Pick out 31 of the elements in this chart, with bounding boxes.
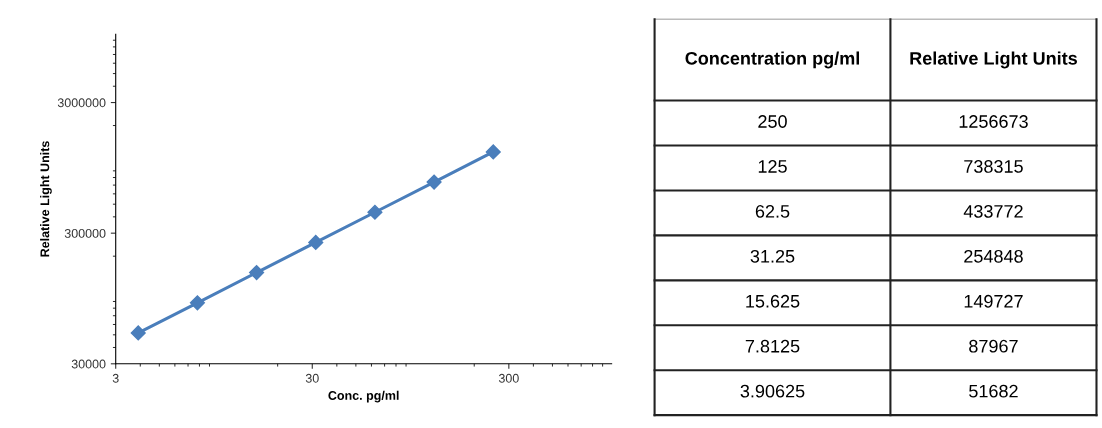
text: 1256673 (959, 115, 1028, 128)
point (485, 144, 501, 160)
x-tick-label: 300 (498, 373, 519, 383)
text: 51682 (969, 384, 1018, 398)
text: 254848 (964, 249, 1023, 263)
text: 149727 (964, 294, 1023, 308)
y-axis-title: Relative Light Units (40, 141, 52, 257)
text: 738315 (964, 160, 1023, 173)
text: 62.5 (755, 204, 790, 218)
text: 250 (758, 115, 787, 128)
y-tick-label: 3000000 (57, 98, 106, 108)
x-tick-label: 30 (305, 373, 319, 383)
point (249, 265, 265, 281)
point (130, 325, 146, 341)
text: 31.25 (750, 249, 795, 263)
text: 87967 (969, 339, 1018, 353)
x-axis-title: Conc. pg/ml (328, 390, 399, 403)
point (367, 204, 383, 220)
text: 15.625 (746, 294, 800, 308)
text: 7.8125 (745, 339, 800, 353)
point (189, 295, 205, 311)
text: Relative Light Units (910, 51, 1077, 69)
text: 125 (758, 160, 787, 173)
text: 433772 (963, 204, 1023, 218)
y-tick-label: 300000 (64, 228, 106, 238)
point (308, 234, 324, 250)
text: 3.90625 (740, 384, 805, 398)
y-tick-label: 30000 (71, 359, 106, 369)
point (426, 174, 442, 190)
x-tick-label: 3 (112, 373, 119, 383)
text: Concentration pg/ml (685, 51, 859, 69)
